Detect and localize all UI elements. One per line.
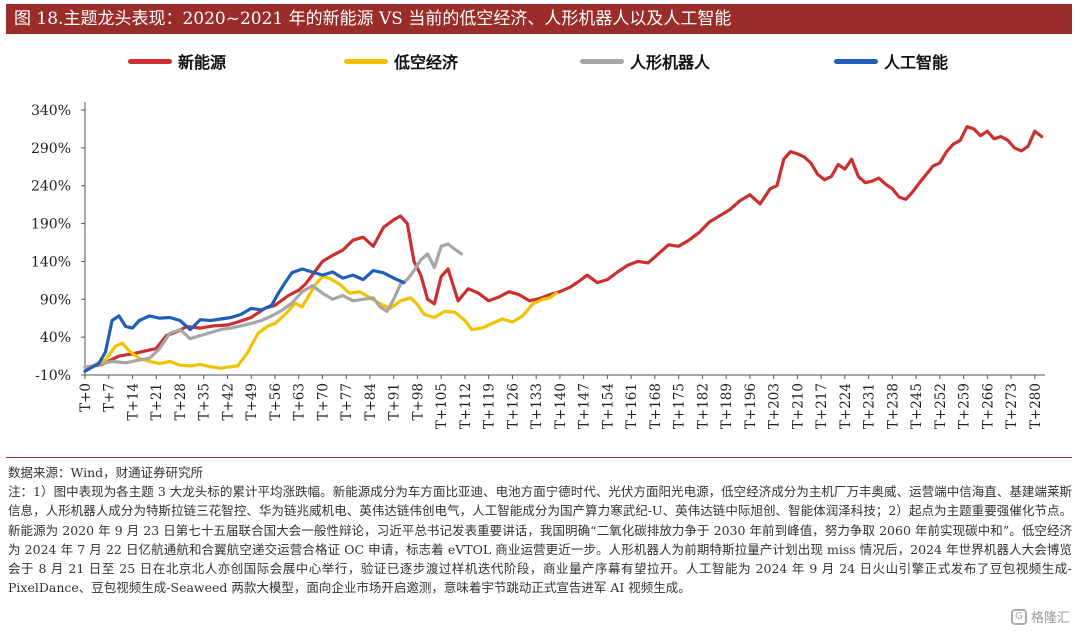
- y-tick-label: 90%: [40, 292, 71, 308]
- y-tick-label: 290%: [31, 141, 71, 157]
- line-chart: -10% 40% 90% 140% 190% 240% 290% 340% T+0 T+7 T+14…: [31, 102, 1045, 429]
- data-source: 数据来源：Wind，财通证券研究所: [8, 465, 204, 480]
- legend-label-new-energy: 新能源: [178, 53, 227, 72]
- x-tick-label: T+182: [695, 383, 711, 429]
- x-tick-label: T+161: [624, 383, 640, 429]
- legend-swatch-new-energy: [128, 58, 172, 64]
- x-tick-label: T+14: [125, 383, 141, 421]
- legend-label-ai: 人工智能: [884, 53, 949, 72]
- x-tick-label: T+28: [173, 383, 189, 421]
- legend-item-low-altitude: 低空经济: [344, 46, 458, 76]
- legend-item-ai: 人工智能: [834, 46, 948, 76]
- x-tick-label: T+280: [1028, 383, 1044, 429]
- x-tick-label: T+77: [339, 383, 355, 421]
- x-tick-label: T+105: [434, 383, 450, 429]
- legend-swatch-humanoid: [580, 58, 624, 64]
- footer-divider: [6, 457, 1072, 458]
- x-tick-label: T+21: [149, 383, 165, 421]
- figure-title: 图 18.主题龙头表现：2020~2021 年的新能源 VS 当前的低空经济、人…: [6, 4, 1072, 34]
- x-tick-label: T+112: [458, 383, 474, 429]
- x-tick-label: T+154: [600, 383, 616, 429]
- y-tick-label: 190%: [31, 217, 71, 233]
- x-tick-label: T+217: [814, 383, 830, 429]
- x-tick-label: T+252: [933, 383, 949, 429]
- x-tick-label: T+70: [315, 383, 331, 421]
- x-tick-label: T+56: [268, 383, 284, 421]
- series-line-humanoid: [83, 242, 464, 369]
- x-tick-label: T+126: [505, 383, 521, 429]
- x-tick-label: T+203: [767, 383, 783, 429]
- x-tick-label: T+7: [102, 383, 118, 412]
- x-tick-label: T+35: [197, 383, 213, 421]
- y-tick-label: 140%: [31, 254, 71, 270]
- x-tick-label: T+245: [909, 383, 925, 429]
- x-tick-label: T+42: [220, 383, 236, 421]
- x-tick-label: T+91: [387, 383, 403, 421]
- x-tick-label: T+224: [838, 383, 854, 429]
- series-line-ai: [83, 267, 406, 373]
- y-tick-label: 40%: [40, 330, 71, 346]
- y-tick-label: 340%: [31, 103, 71, 119]
- x-tick-label: T+210: [790, 383, 806, 429]
- gelonghui-logo-icon: G: [1010, 608, 1027, 625]
- series-line-new-energy: [83, 125, 1044, 369]
- legend-label-humanoid: 人形机器人: [630, 53, 711, 72]
- x-tick-label: T+140: [553, 383, 569, 429]
- x-tick-label: T+266: [980, 383, 996, 429]
- x-tick-label: T+63: [292, 383, 308, 421]
- x-tick-label: T+175: [672, 383, 688, 429]
- legend-swatch-low-altitude: [344, 58, 388, 64]
- series-line-low-altitude: [83, 275, 559, 373]
- legend-label-low-altitude: 低空经济: [394, 53, 459, 72]
- x-tick-label: T+133: [529, 383, 545, 429]
- x-tick-label: T+238: [885, 383, 901, 429]
- x-tick-label: T+196: [743, 383, 759, 429]
- footnote: 注：1）图中表现为各主题 3 大龙头标的累计平均涨跌幅。新能源成分为车方面比亚迪…: [8, 484, 1072, 596]
- x-tick-label: T+231: [862, 383, 878, 429]
- x-tick-label: T+0: [78, 383, 94, 412]
- x-tick-label: T+98: [410, 383, 426, 421]
- x-tick-label: T+259: [957, 383, 973, 429]
- watermark: G 格隆汇: [1010, 607, 1070, 626]
- y-tick-label: -10%: [35, 368, 71, 384]
- legend-item-new-energy: 新能源: [128, 46, 226, 76]
- x-tick-label: T+189: [719, 383, 735, 429]
- legend-item-humanoid: 人形机器人: [580, 46, 710, 76]
- x-tick-label: T+273: [1004, 383, 1020, 429]
- chart-legend: 新能源 低空经济 人形机器人 人工智能: [0, 46, 1080, 76]
- x-tick-label: T+84: [363, 383, 379, 421]
- watermark-text: 格隆汇: [1030, 611, 1070, 626]
- x-tick-label: T+119: [482, 383, 498, 429]
- x-tick-label: T+49: [244, 383, 260, 421]
- legend-swatch-ai: [834, 58, 878, 64]
- y-tick-label: 240%: [31, 179, 71, 195]
- x-tick-label: T+147: [577, 383, 593, 429]
- x-tick-label: T+168: [648, 383, 664, 429]
